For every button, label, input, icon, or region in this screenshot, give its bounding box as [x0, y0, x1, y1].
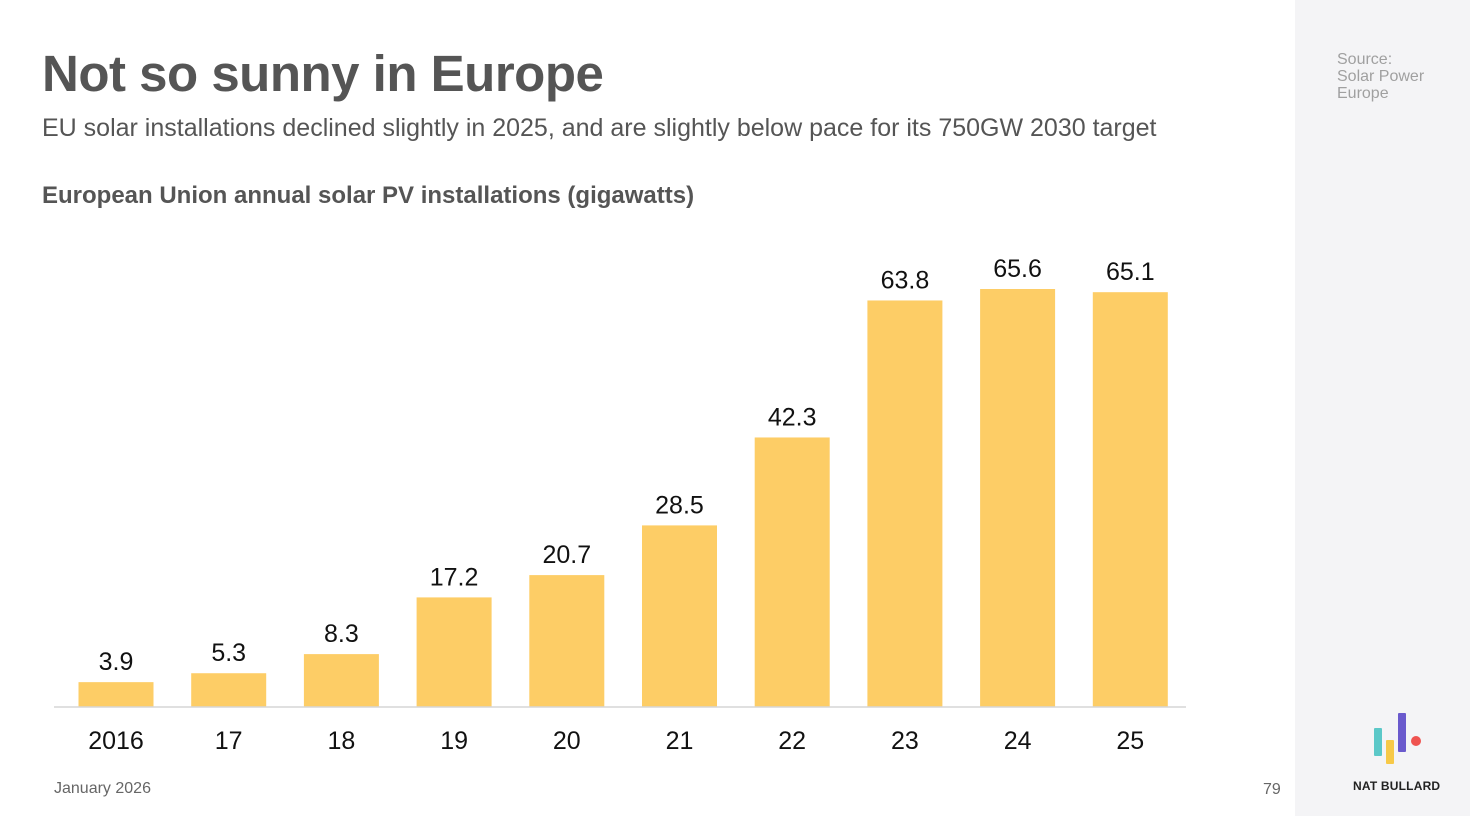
data-label-20: 20.7	[542, 541, 591, 569]
chart-title: European Union annual solar PV installat…	[42, 182, 695, 209]
x-tick-label-21: 21	[666, 727, 694, 755]
bar-23	[867, 300, 943, 707]
data-label-21: 28.5	[655, 491, 704, 519]
logo-bar-3	[1398, 713, 1406, 752]
sidebar: Source: Solar Power Europe NAT BULLARD	[1295, 0, 1470, 816]
page-number: 79	[1263, 781, 1281, 798]
logo-bar-1	[1374, 728, 1382, 756]
x-tick-label-23: 23	[891, 727, 919, 755]
data-label-22: 42.3	[768, 403, 817, 431]
data-label-18: 8.3	[324, 620, 359, 648]
source-note: Source: Solar Power Europe	[1337, 51, 1457, 102]
bar-21	[642, 525, 717, 707]
bar-19	[416, 597, 492, 707]
data-label-23: 63.8	[881, 266, 930, 294]
bar-20	[529, 575, 605, 707]
bar-18	[303, 654, 379, 707]
x-tick-label-2016: 2016	[88, 727, 144, 755]
x-tick-label-18: 18	[327, 727, 355, 755]
bar-24	[980, 289, 1056, 707]
x-tick-label-24: 24	[1004, 727, 1032, 755]
bar-2016	[78, 682, 154, 707]
footer-date: January 2026	[54, 780, 151, 797]
bar-chart: 3.9 2016 5.3 17 8.3 18 17.2 19 20.7 20 28.5 21 42.3 2…	[54, 255, 1186, 755]
page-title: Not so sunny in Europe	[42, 45, 604, 102]
x-tick-label-20: 20	[553, 727, 581, 755]
source-line-3: Europe	[1337, 85, 1389, 102]
bar-22	[754, 437, 830, 707]
x-tick-label-17: 17	[215, 727, 243, 755]
x-tick-label-25: 25	[1116, 727, 1144, 755]
logo-icon	[1374, 713, 1421, 764]
logo-dot	[1411, 736, 1421, 746]
source-line-1: Source:	[1337, 51, 1393, 68]
bar-17	[191, 673, 267, 707]
x-tick-label-19: 19	[440, 727, 468, 755]
data-label-2016: 3.9	[99, 648, 134, 676]
bar-25	[1092, 292, 1168, 707]
slide-main: Not so sunny in Europe EU solar installa…	[42, 45, 1281, 798]
bar-group: 3.9 2016 5.3 17 8.3 18 17.2 19 20.7 20 28.5 21 42.3 2…	[78, 255, 1168, 755]
brand-name: NAT BULLARD	[1353, 779, 1441, 793]
data-label-24: 65.6	[993, 255, 1042, 283]
logo-bar-2	[1386, 740, 1394, 764]
data-label-19: 17.2	[430, 563, 479, 591]
source-line-2: Solar Power	[1337, 68, 1425, 85]
data-label-17: 5.3	[211, 639, 246, 667]
data-label-25: 65.1	[1106, 258, 1155, 286]
x-tick-label-22: 22	[778, 727, 806, 755]
page-subtitle: EU solar installations declined slightly…	[42, 114, 1157, 142]
